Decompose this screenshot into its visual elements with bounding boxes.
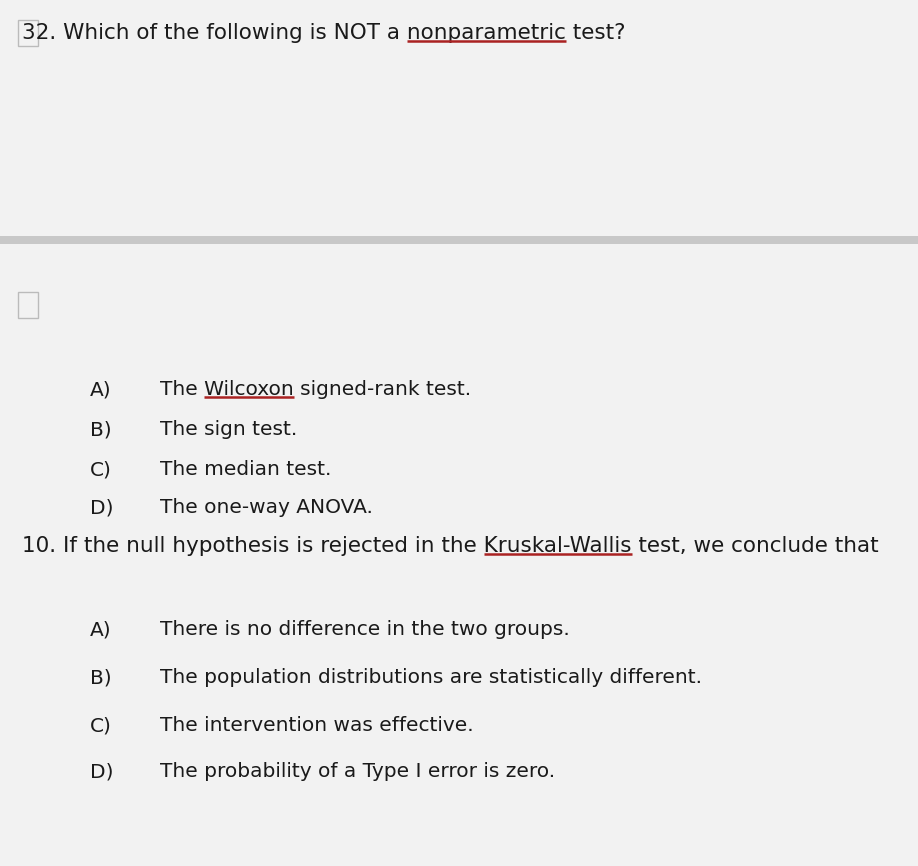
- Text: The population distributions are statistically different.: The population distributions are statist…: [160, 668, 702, 687]
- Text: The intervention was effective.: The intervention was effective.: [160, 716, 474, 735]
- Bar: [0, 236, 918, 244]
- Text: B): B): [90, 668, 112, 687]
- Bar: [0, 240, 918, 866]
- Text: There is no difference in the two groups.: There is no difference in the two groups…: [160, 620, 570, 639]
- Bar: [18, 20, 38, 46]
- Text: C): C): [90, 460, 112, 479]
- Text: D): D): [90, 762, 114, 781]
- Text: The Wilcoxon signed-rank test.: The Wilcoxon signed-rank test.: [160, 380, 471, 399]
- Text: The probability of a Type I error is zero.: The probability of a Type I error is zer…: [160, 762, 555, 781]
- Text: 10. If the null hypothesis is rejected in the Kruskal-Wallis test, we conclude t: 10. If the null hypothesis is rejected i…: [22, 536, 879, 556]
- Text: A): A): [90, 380, 112, 399]
- Text: The Wilcoxon signed-rank test.: The Wilcoxon signed-rank test.: [160, 380, 471, 399]
- Bar: [0, 0, 918, 240]
- Text: D): D): [90, 498, 114, 517]
- Text: The sign test.: The sign test.: [160, 420, 297, 439]
- Bar: [18, 292, 38, 318]
- Text: The median test.: The median test.: [160, 460, 331, 479]
- Text: 32. Which of the following is NOT a nonparametric test?: 32. Which of the following is NOT a nonp…: [22, 23, 625, 43]
- Text: A): A): [90, 620, 112, 639]
- Text: The one-way ANOVA.: The one-way ANOVA.: [160, 498, 373, 517]
- Text: B): B): [90, 420, 112, 439]
- Text: C): C): [90, 716, 112, 735]
